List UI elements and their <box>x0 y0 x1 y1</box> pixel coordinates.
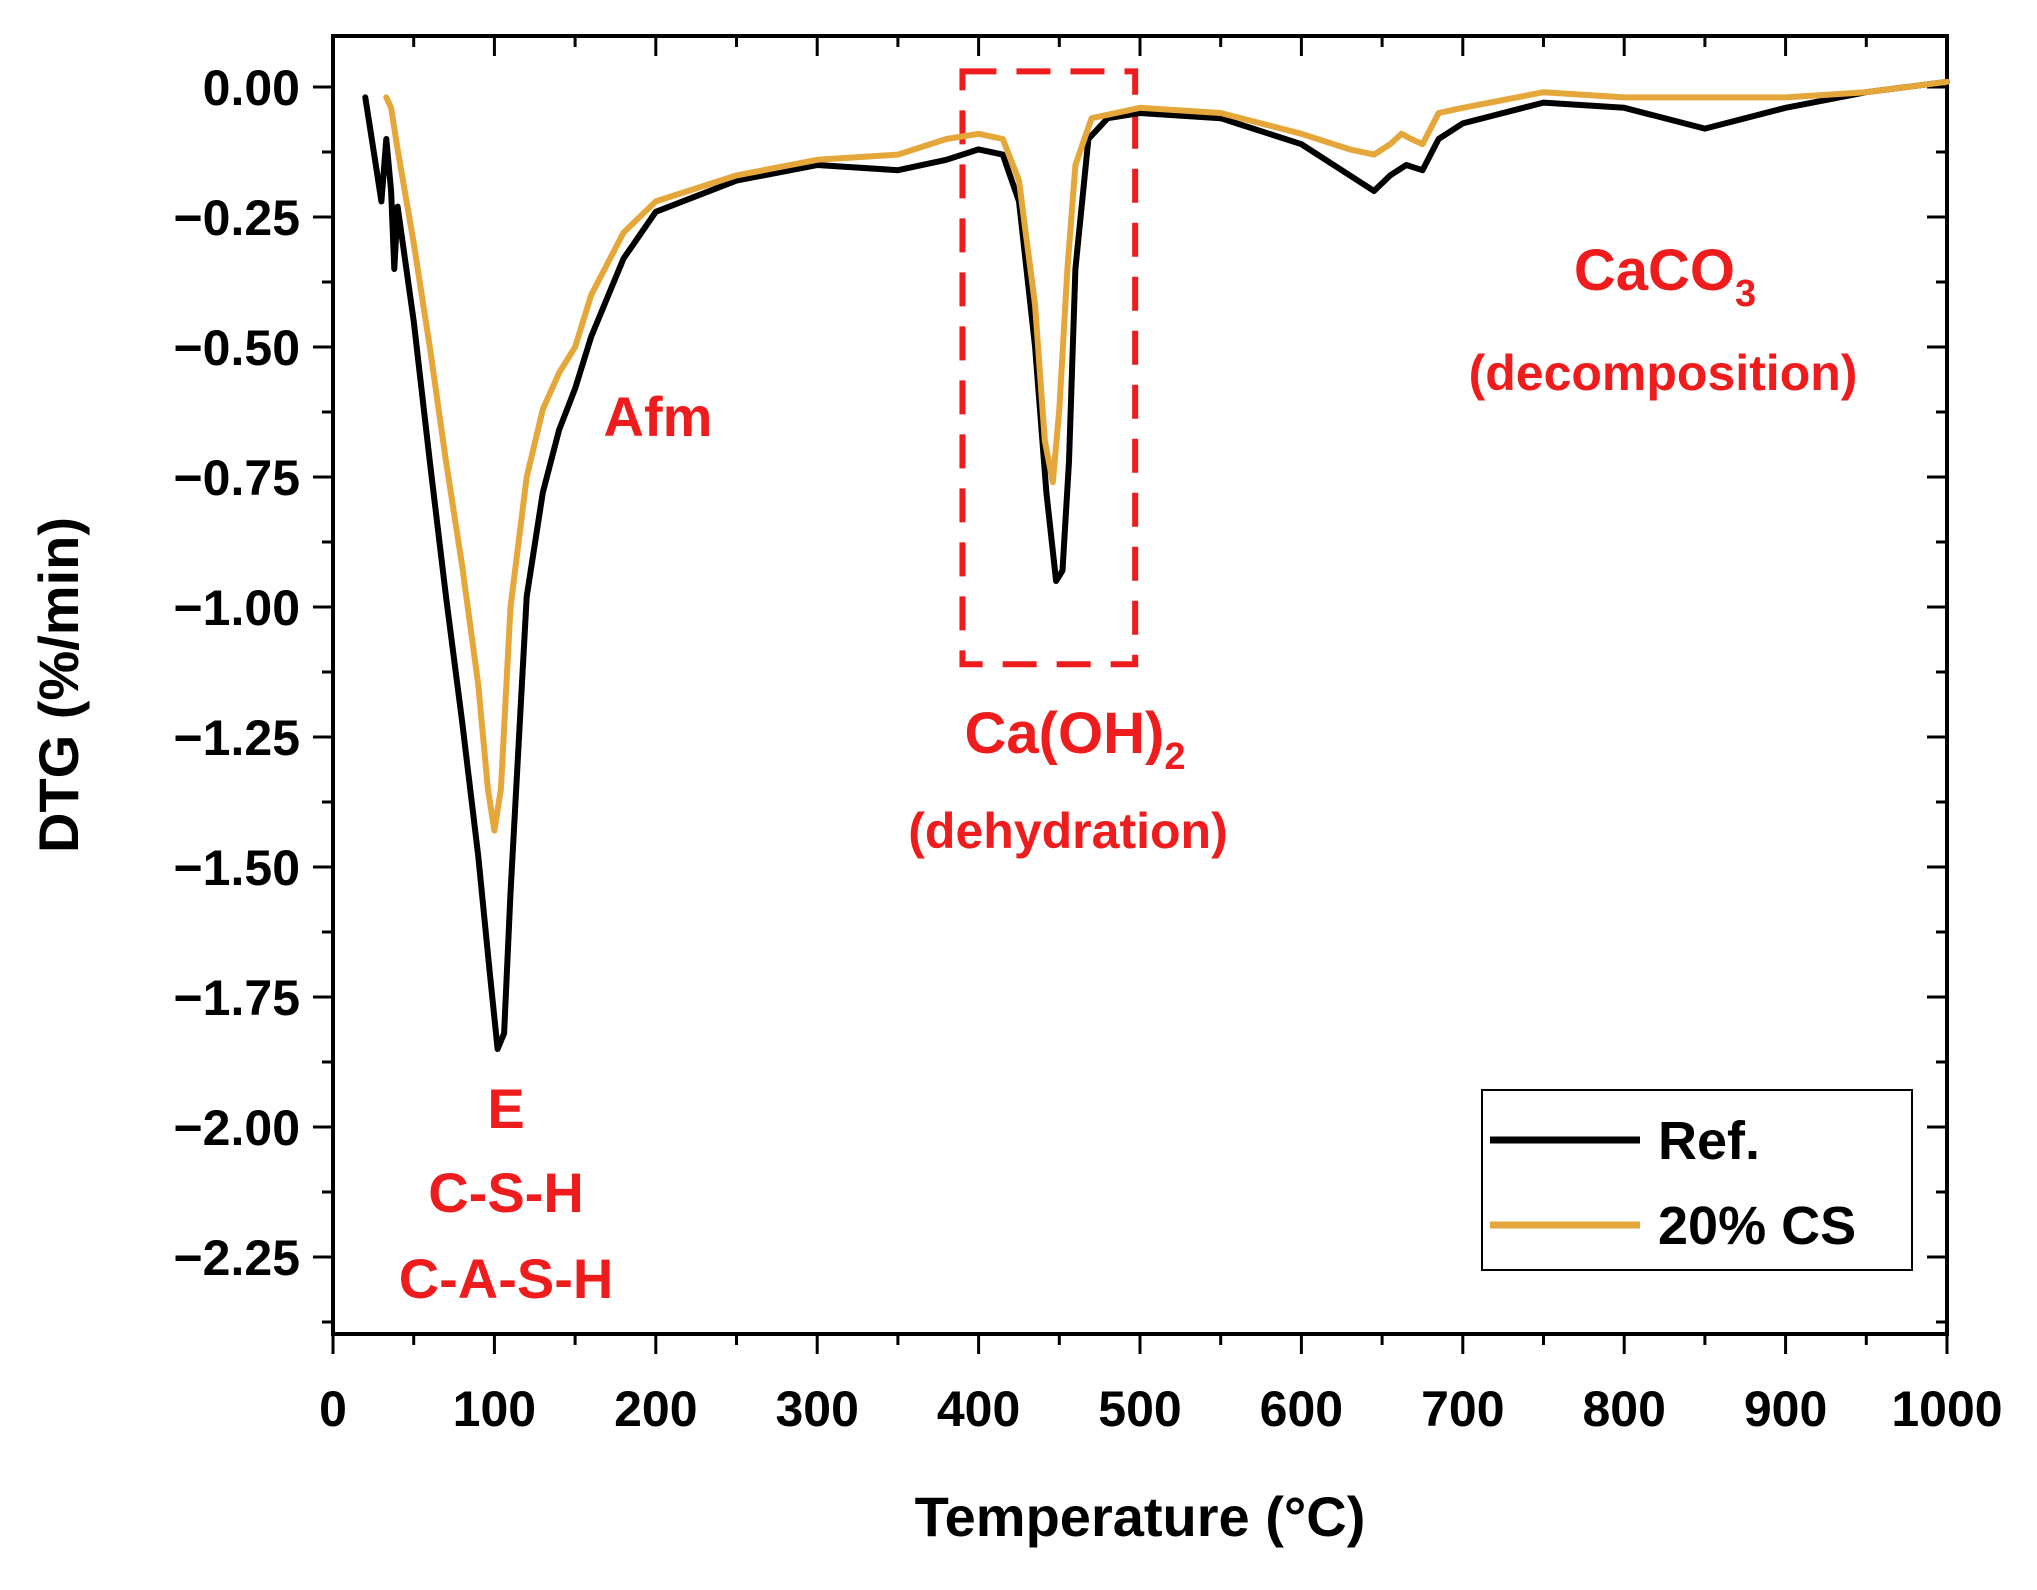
annotation-caoh2-sub: 2 <box>1164 736 1185 778</box>
y-tick-label: −1.50 <box>173 840 300 896</box>
annotation-decomposition: (decomposition) <box>1469 345 1858 401</box>
annotation-e: E <box>487 1077 524 1140</box>
series-line-ref <box>362 78 1950 1052</box>
x-tick-label: 700 <box>1421 1381 1504 1437</box>
annotation-caoh2-main: Ca(OH) <box>965 701 1165 766</box>
y-tick-label: −1.00 <box>173 580 300 636</box>
x-tick-label: 500 <box>1098 1381 1181 1437</box>
x-tick-label: 400 <box>937 1381 1020 1437</box>
caoh-highlight-box <box>959 68 1139 668</box>
x-axis-title: Temperature (°C) <box>915 1485 1366 1548</box>
x-tick-label: 300 <box>775 1381 858 1437</box>
x-tick-label: 200 <box>614 1381 697 1437</box>
annotation-caoh2: Ca(OH)2 <box>965 701 1186 778</box>
annotation-caco3-sub: 3 <box>1735 273 1756 315</box>
y-tick-label: −1.75 <box>173 970 300 1026</box>
y-tick-label: −1.25 <box>173 710 300 766</box>
x-tick-label: 1000 <box>1891 1381 2002 1437</box>
annotation-caco3-main: CaCO <box>1574 238 1735 303</box>
y-tick-label: −0.25 <box>173 190 300 246</box>
annotation-afm: Afm <box>604 385 713 448</box>
legend-label-20-cs: 20% CS <box>1658 1196 1856 1256</box>
legend-box <box>1481 1089 1913 1271</box>
y-tick-label: −0.75 <box>173 450 300 506</box>
annotation-csh: C-S-H <box>428 1161 584 1224</box>
legend-label-ref: Ref. <box>1658 1111 1760 1171</box>
annotation-caco3: CaCO3 <box>1574 238 1756 315</box>
x-axis-ticks <box>331 36 1949 1354</box>
x-tick-label: 100 <box>453 1381 536 1437</box>
x-axis-tick-labels: 0 100 200 300 400 500 600 700 800 900 1000 <box>319 1381 2003 1437</box>
y-axis-ticks <box>313 85 1947 1324</box>
legend: Ref. 20% CS <box>1481 1089 1913 1271</box>
x-tick-label: 600 <box>1260 1381 1343 1437</box>
y-axis-tick-labels: 0.00 −0.25 −0.50 −0.75 −1.00 −1.25 −1.50 −1.75 −… <box>173 60 300 1286</box>
y-tick-label: −0.50 <box>173 320 300 376</box>
series-line-20-cs <box>383 78 1950 834</box>
x-tick-label: 0 <box>319 1381 347 1437</box>
x-tick-label: 900 <box>1744 1381 1827 1437</box>
annotation-cash: C-A-S-H <box>399 1247 614 1310</box>
y-tick-label: 0.00 <box>203 60 300 116</box>
y-tick-label: −2.25 <box>173 1230 300 1286</box>
x-tick-label: 800 <box>1582 1381 1665 1437</box>
annotation-dehydration: (dehydration) <box>908 803 1227 859</box>
y-tick-label: −2.00 <box>173 1100 300 1156</box>
y-axis-title: DTG (%/min) <box>27 517 90 853</box>
